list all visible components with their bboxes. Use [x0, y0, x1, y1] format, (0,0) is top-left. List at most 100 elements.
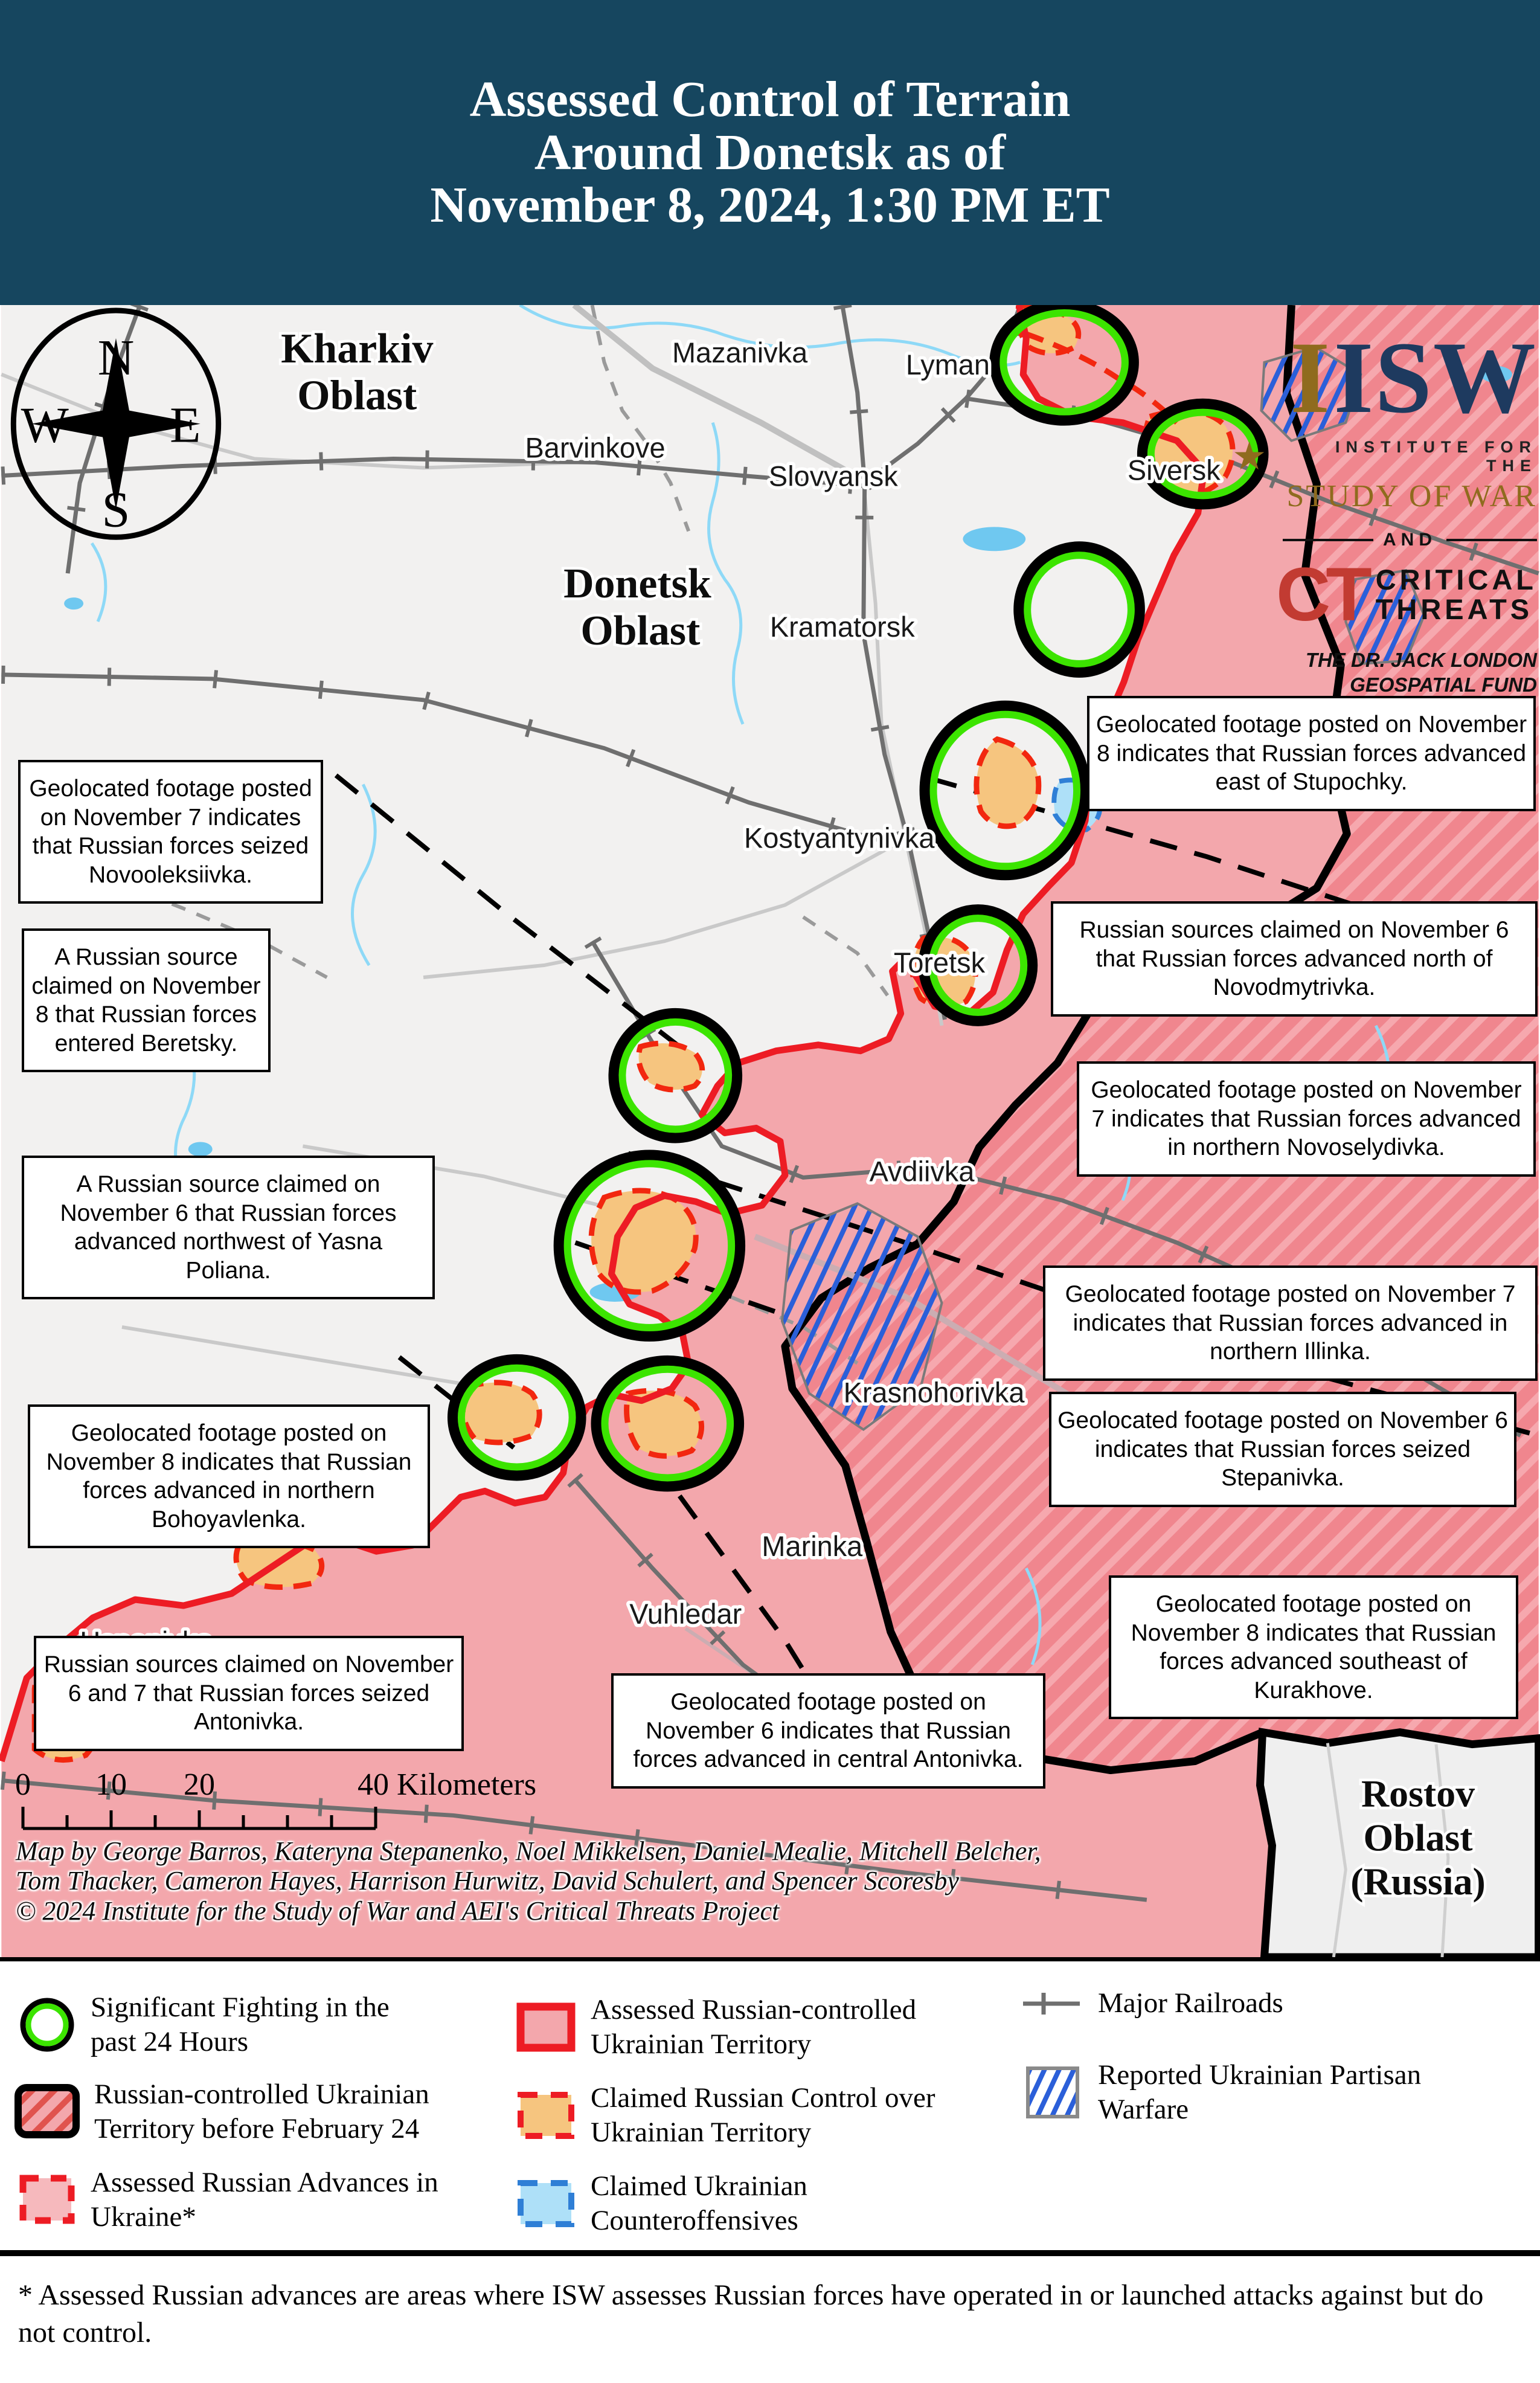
legend-rus-controlled-line2: Ukrainian Territory [591, 2028, 812, 2060]
compass-n: N [98, 330, 135, 386]
legend-item-railroads: Major Railroads [1018, 1986, 1283, 2022]
label-donetsk-oblast-2: Oblast [580, 608, 700, 654]
footnote: * Assessed Russian advances are areas wh… [0, 2250, 1540, 2383]
isw-logo-mark: I [1290, 321, 1330, 434]
legend-partisan-line1: Reported Ukrainian Partisan [1098, 2059, 1422, 2091]
callout-novooleksiivka: Geolocated footage posted on November 7 … [18, 760, 323, 904]
fighting-circle-icon [20, 1998, 74, 2052]
legend-item-advances: Assessed Russian Advances in Ukraine* [17, 2166, 438, 2235]
footnote-text: * Assessed Russian advances are areas wh… [18, 2279, 1484, 2349]
label-rostov-3: (Russia) [1350, 1860, 1486, 1903]
label-lyman: Lyman [906, 349, 990, 381]
callout-bohoyavlenka: Geolocated footage posted on November 8 … [28, 1404, 430, 1549]
label-kharkiv-oblast-2: Oblast [297, 373, 417, 419]
partisan-icon [1026, 2066, 1079, 2119]
callout-antonivka-central: Geolocated footage posted on November 6 … [611, 1673, 1045, 1789]
isw-star-icon: ★ [1232, 435, 1267, 478]
claimed-ukr-icon [518, 2180, 574, 2228]
rus-controlled-icon [516, 2002, 576, 2052]
legend-partisan-line2: Warfare [1098, 2094, 1189, 2126]
legend-fighting-line1: Significant Fighting in the [91, 1992, 390, 2023]
callout-beretsky: A Russian source claimed on November 8 t… [22, 928, 271, 1073]
callout-antonivka-seized: Russian sources claimed on November 6 an… [34, 1636, 464, 1751]
label-toretsk: Toretsk [894, 947, 986, 979]
and-divider: AND [1232, 530, 1537, 550]
label-kramatorsk: Kramatorsk [770, 611, 915, 643]
label-mazanivka: Mazanivka [672, 337, 808, 368]
isw-logo: I ISW [1232, 326, 1537, 429]
ct-logo-mark: CT [1276, 553, 1372, 637]
scale-20: 20 [184, 1767, 215, 1802]
divider-line-left [1283, 539, 1373, 541]
page-title-line2: Around Donetsk as of [534, 124, 1006, 181]
credits-line1: Map by George Barros, Kateryna Stepanenk… [16, 1836, 1041, 1866]
legend-advances-line1: Assessed Russian Advances in [91, 2167, 438, 2198]
callout-novodmytrivka: Russian sources claimed on November 6 th… [1051, 901, 1538, 1017]
page-title-line3: November 8, 2024, 1:30 PM ET [430, 177, 1110, 234]
callout-kurakhove: Geolocated footage posted on November 8 … [1109, 1575, 1518, 1720]
legend-railroads-label: Major Railroads [1098, 1987, 1283, 2019]
isw-institute-text: INSTITUTE FOR THE [1335, 438, 1537, 475]
scale-ticks [21, 1807, 377, 1830]
label-barvinkove: Barvinkove [525, 433, 666, 464]
credits-line2: Tom Thacker, Cameron Hayes, Harrison Hur… [16, 1866, 959, 1896]
front-line [0, 305, 1208, 1763]
label-rostov-1: Rostov [1361, 1772, 1475, 1815]
claimed-rus-icon [518, 2092, 574, 2140]
claimed-russian-pockets [31, 305, 1236, 1763]
legend-rus-controlled-line1: Assessed Russian-controlled [591, 1994, 917, 2025]
legend-claimed-rus-line2: Ukrainian Territory [591, 2117, 812, 2149]
logo-block: I ISW ★ INSTITUTE FOR THE STUDY OF WAR A… [1232, 326, 1537, 697]
label-rostov-2: Oblast [1364, 1816, 1473, 1859]
ct-critical-text: CRITICAL [1375, 564, 1537, 596]
callout-stupochky: Geolocated footage posted on November 8 … [1087, 696, 1536, 811]
legend-item-claimed-rus: Claimed Russian Control over Ukrainian T… [515, 2081, 935, 2150]
label-vuhledar: Vuhledar [629, 1598, 742, 1630]
label-marinka: Marinka [762, 1531, 863, 1562]
legend-claimed-rus-line1: Claimed Russian Control over [591, 2082, 935, 2114]
legend-item-fighting: Significant Fighting in the past 24 Hour… [17, 1990, 390, 2060]
rostov-oblast-area [1256, 1728, 1540, 1957]
legend-prefeb-line1: Russian-controlled Ukrainian [94, 2079, 429, 2110]
label-kharkiv-oblast-1: Kharkiv [281, 326, 433, 372]
callout-yasna-poliana: A Russian source claimed on November 6 t… [22, 1156, 435, 1300]
critical-threats-logo: CT CRITICAL THREATS [1232, 553, 1537, 637]
compass-s: S [102, 481, 130, 538]
legend-item-rus-controlled: Assessed Russian-controlled Ukrainian Te… [515, 1993, 916, 2062]
legend-advances-line2: Ukraine* [91, 2201, 196, 2233]
fighting-circles [447, 305, 1269, 1492]
page-title-line1: Assessed Control of Terrain [469, 71, 1071, 128]
label-siversk: Siversk [1128, 454, 1221, 486]
callout-novoselydivka: Geolocated footage posted on November 7 … [1077, 1061, 1536, 1177]
callout-stepanivka: Geolocated footage posted on November 6 … [1049, 1392, 1516, 1507]
scale-10: 10 [95, 1767, 127, 1802]
legend-claimed-ukr-line1: Claimed Ukrainian [591, 2170, 807, 2202]
legend-item-prefeb: Russian-controlled Ukrainian Territory b… [13, 2077, 429, 2147]
legend-claimed-ukr-line2: Counteroffensives [591, 2205, 798, 2237]
legend-item-partisan: Reported Ukrainian Partisan Warfare [1022, 2058, 1421, 2127]
compass-e: E [170, 397, 201, 454]
admin-boundaries [97, 305, 890, 1365]
russian-advances-icon [19, 2175, 75, 2224]
compass-rose: N E S W [10, 307, 222, 540]
scale-bar: 0 10 20 40 Kilometers [0, 1767, 664, 1833]
prefeb-territory-icon [14, 2084, 80, 2139]
callout-illinka: Geolocated footage posted on November 7 … [1043, 1265, 1538, 1381]
legend-fighting-line2: past 24 Hours [91, 2026, 249, 2058]
label-slovyansk: Slovyansk [769, 460, 898, 492]
label-donetsk-oblast-1: Donetsk [563, 561, 711, 607]
label-kostyantynivka: Kostyantynivka [744, 822, 935, 854]
fund-line2: GEOSPATIAL FUND [1350, 673, 1537, 696]
label-avdiivka: Avdiivka [870, 1156, 975, 1187]
claimed-control-line [1025, 331, 1179, 425]
compass-w: W [21, 397, 69, 454]
isw-logo-word: ISW [1333, 321, 1537, 434]
credits-line3: © 2024 Institute for the Study of War an… [16, 1896, 780, 1926]
fund-line1: THE DR. JACK LONDON [1305, 648, 1537, 671]
legend-prefeb-line2: Territory before February 24 [94, 2113, 420, 2145]
isw-study-of-war-text: STUDY OF WAR [1286, 479, 1537, 513]
divider-line-right [1446, 539, 1537, 541]
title-bar: Assessed Control of Terrain Around Donet… [0, 0, 1540, 305]
legend: Significant Fighting in the past 24 Hour… [0, 1957, 1540, 2250]
